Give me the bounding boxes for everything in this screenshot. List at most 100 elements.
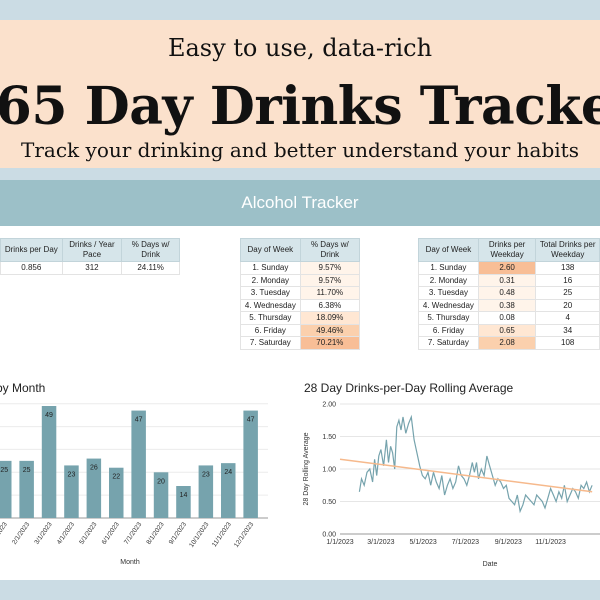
table-row: 7. Saturday 70.21% bbox=[240, 336, 361, 350]
table-row: 1. Sunday 2.60 138 bbox=[418, 261, 600, 275]
y-axis-label: 28 Day Rolling Average bbox=[303, 432, 310, 505]
table-row: 6. Friday 49.46% bbox=[240, 323, 361, 337]
bar bbox=[198, 465, 214, 518]
pct-cell[interactable]: 9.57% bbox=[299, 261, 361, 275]
x-tick-label: 12/1/2023 bbox=[233, 521, 256, 549]
x-tick-label: 6/1/2023 bbox=[101, 521, 121, 546]
total-cell[interactable]: 4 bbox=[535, 311, 600, 325]
total-cell[interactable]: 108 bbox=[535, 336, 600, 350]
table-row: 3. Tuesday 11.70% bbox=[240, 286, 361, 300]
summary-value[interactable]: 0.856 bbox=[0, 261, 63, 275]
bar-data-label: 14 bbox=[180, 492, 188, 499]
x-tick-label: 1/1/2023 bbox=[0, 521, 9, 546]
y-tick-label: 1.50 bbox=[322, 434, 336, 441]
day-cell[interactable]: 6. Friday bbox=[240, 323, 301, 337]
bar bbox=[86, 458, 102, 518]
drinks-cell[interactable]: 2.60 bbox=[477, 261, 537, 275]
table-row: 7. Saturday 2.08 108 bbox=[418, 336, 600, 350]
x-tick-label: 3/1/2023 bbox=[367, 539, 394, 546]
bar-data-label: 47 bbox=[247, 417, 255, 424]
x-tick-label: 7/1/2023 bbox=[452, 539, 479, 546]
sheet-header: Alcohol Tracker bbox=[0, 180, 600, 226]
day-cell[interactable]: 2. Monday bbox=[418, 273, 479, 287]
table-row: 2. Monday 9.57% bbox=[240, 273, 361, 287]
days-drinks-header: Total Drinks per Weekday bbox=[535, 238, 600, 262]
x-tick-label: 11/1/2023 bbox=[535, 539, 566, 546]
total-cell[interactable]: 25 bbox=[535, 286, 600, 300]
drinks-cell[interactable]: 0.65 bbox=[477, 323, 537, 337]
day-cell[interactable]: 3. Tuesday bbox=[418, 286, 479, 300]
bar bbox=[221, 463, 236, 518]
x-tick-label: 7/1/2023 bbox=[123, 521, 143, 546]
y-tick-label: 2.00 bbox=[322, 402, 336, 409]
day-cell[interactable]: 4. Wednesday bbox=[418, 298, 479, 312]
bar bbox=[109, 467, 124, 518]
day-cell[interactable]: 1. Sunday bbox=[418, 261, 479, 275]
summary-value[interactable]: 24.11% bbox=[121, 261, 180, 275]
x-tick-label: 2/1/2023 bbox=[11, 521, 31, 546]
pct-cell[interactable]: 49.46% bbox=[299, 323, 361, 337]
x-tick-label: 9/1/2023 bbox=[495, 539, 522, 546]
total-cell[interactable]: 16 bbox=[535, 273, 600, 287]
pct-cell[interactable]: 11.70% bbox=[299, 286, 361, 300]
x-tick-label: 8/1/2023 bbox=[145, 521, 165, 546]
bar bbox=[153, 472, 169, 518]
x-tick-label: 3/1/2023 bbox=[33, 521, 53, 546]
banner-subtitle: Easy to use, data-rich bbox=[167, 34, 433, 62]
days-pct-header: Day of Week bbox=[240, 238, 301, 262]
x-tick-label: 5/1/2023 bbox=[78, 521, 98, 546]
pct-cell[interactable]: 9.57% bbox=[299, 273, 361, 287]
bar-data-label: 23 bbox=[68, 471, 76, 478]
bar bbox=[64, 465, 79, 518]
x-tick-label: 1/1/2023 bbox=[326, 539, 353, 546]
total-cell[interactable]: 20 bbox=[535, 298, 600, 312]
bar-chart-title: by Month bbox=[0, 381, 46, 395]
rolling-average-chart: 0.00 0.50 1.00 1.50 2.00 1/1/2023 3/1/2023 5/1/… bbox=[303, 402, 600, 568]
drinks-cell[interactable]: 0.48 bbox=[477, 286, 537, 300]
day-cell[interactable]: 2. Monday bbox=[240, 273, 301, 287]
bar-data-label: 25 bbox=[23, 467, 31, 474]
pct-cell[interactable]: 6.38% bbox=[299, 298, 361, 312]
spreadsheet-preview: Alcohol Tracker Drinks per Day Drinks / … bbox=[0, 180, 600, 580]
day-cell[interactable]: 7. Saturday bbox=[418, 336, 479, 350]
day-cell[interactable]: 5. Thursday bbox=[418, 311, 479, 325]
bar-data-label: 20 bbox=[157, 478, 165, 485]
day-cell[interactable]: 3. Tuesday bbox=[240, 286, 301, 300]
day-cell[interactable]: 7. Saturday bbox=[240, 336, 301, 350]
x-tick-label: 10/1/2023 bbox=[188, 521, 211, 549]
days-drinks-header: Day of Week bbox=[418, 238, 479, 262]
drinks-cell[interactable]: 2.08 bbox=[477, 336, 537, 350]
days-pct-header: % Days w/ Drink bbox=[299, 238, 361, 262]
day-cell[interactable]: 6. Friday bbox=[418, 323, 479, 337]
day-cell[interactable]: 4. Wednesday bbox=[240, 298, 301, 312]
total-cell[interactable]: 34 bbox=[535, 323, 600, 337]
drinks-cell[interactable]: 0.31 bbox=[477, 273, 537, 287]
bar-data-label: 47 bbox=[135, 417, 143, 424]
table-row: 5. Thursday 18.09% bbox=[240, 311, 361, 325]
table-row: 3. Tuesday 0.48 25 bbox=[418, 286, 600, 300]
table-row: 6. Friday 0.65 34 bbox=[418, 323, 600, 337]
table-row: 1. Sunday 9.57% bbox=[240, 261, 361, 275]
bar bbox=[0, 460, 12, 518]
pct-cell[interactable]: 18.09% bbox=[299, 311, 361, 325]
drinks-cell[interactable]: 0.38 bbox=[477, 298, 537, 312]
x-axis-label: Month bbox=[120, 559, 140, 566]
drinks-cell[interactable]: 0.08 bbox=[477, 311, 537, 325]
bar bbox=[131, 410, 146, 518]
pct-cell[interactable]: 70.21% bbox=[299, 336, 361, 350]
summary-header: Drinks / Year Pace bbox=[61, 238, 123, 262]
days-pct-table: Day of Week % Days w/ Drink 1. Sunday 9.5… bbox=[240, 238, 361, 350]
bar-data-label: 26 bbox=[90, 465, 98, 472]
line-chart-title: 28 Day Drinks-per-Day Rolling Average bbox=[304, 381, 514, 395]
day-cell[interactable]: 1. Sunday bbox=[240, 261, 301, 275]
bar bbox=[41, 406, 57, 518]
bar bbox=[19, 460, 34, 518]
days-drinks-header: Drinks per Weekday bbox=[477, 238, 537, 262]
x-tick-label: 11/1/2023 bbox=[211, 521, 233, 549]
bar bbox=[176, 486, 191, 518]
day-cell[interactable]: 5. Thursday bbox=[240, 311, 301, 325]
bar-data-label: 25 bbox=[0, 467, 8, 474]
banner-tagline: Track your drinking and better understan… bbox=[21, 138, 579, 162]
total-cell[interactable]: 138 bbox=[535, 261, 600, 275]
summary-value[interactable]: 312 bbox=[61, 261, 123, 275]
